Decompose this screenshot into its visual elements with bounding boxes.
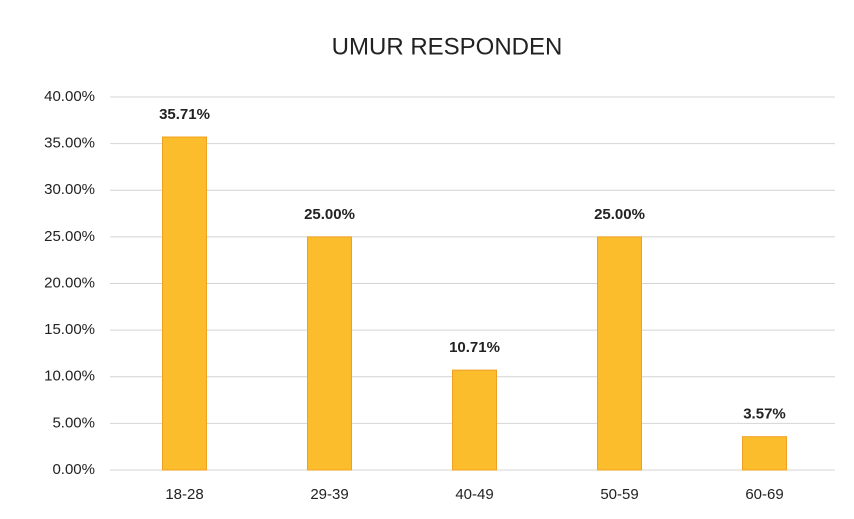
y-tick-label: 15.00% [44, 321, 95, 338]
bar [742, 436, 787, 471]
y-tick-label: 5.00% [52, 414, 95, 431]
data-label: 35.71% [159, 106, 210, 123]
y-tick-label: 20.00% [44, 274, 95, 291]
y-tick-label: 30.00% [44, 181, 95, 198]
y-tick-label: 0.00% [52, 461, 95, 478]
chart-title: UMUR RESPONDEN [332, 33, 563, 60]
x-tick-label: 50-59 [600, 486, 638, 503]
x-tick-label: 40-49 [455, 486, 493, 503]
bar [162, 136, 207, 471]
x-tick-label: 29-39 [310, 486, 348, 503]
data-label: 3.57% [743, 406, 786, 423]
bar [307, 236, 352, 471]
bar [597, 236, 642, 471]
y-tick-label: 40.00% [44, 88, 95, 105]
data-label: 25.00% [594, 206, 645, 223]
y-tick-label: 25.00% [44, 228, 95, 245]
data-label: 25.00% [304, 206, 355, 223]
y-tick-label: 35.00% [44, 135, 95, 152]
y-tick-label: 10.00% [44, 368, 95, 385]
x-tick-label: 60-69 [745, 486, 783, 503]
data-label: 10.71% [449, 339, 500, 356]
x-tick-label: 18-28 [165, 486, 203, 503]
bar [452, 369, 497, 471]
